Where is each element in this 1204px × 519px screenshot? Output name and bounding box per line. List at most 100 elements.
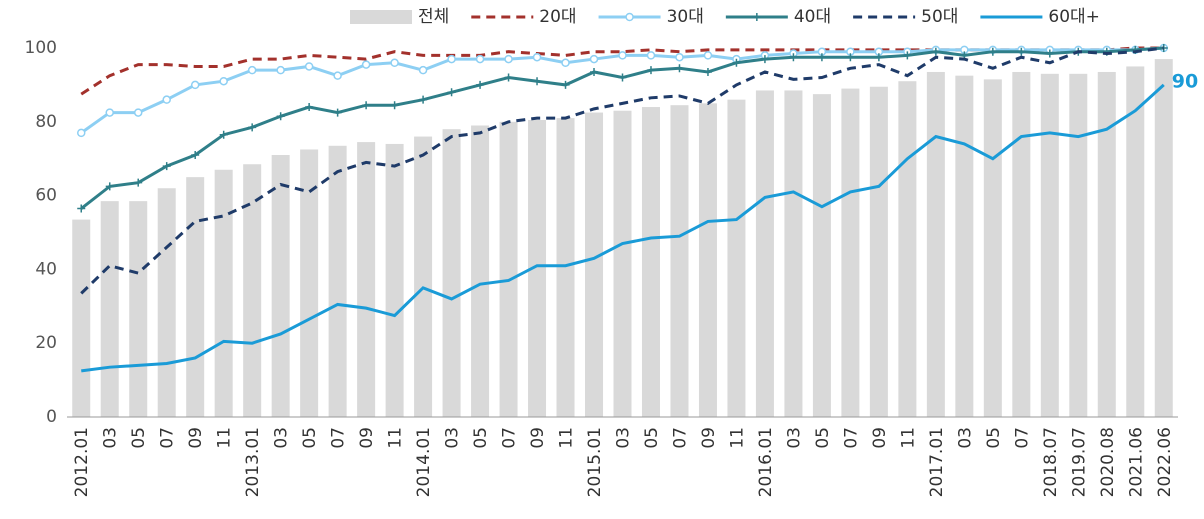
legend-label: 30대 [667,7,704,27]
marker [361,60,371,69]
marker [732,58,741,67]
bar [641,107,660,417]
bar [670,105,689,417]
marker [1017,47,1026,56]
bar [100,201,119,417]
marker [105,108,114,117]
marker [76,128,86,138]
x-tick-label: 07 [670,427,690,449]
bar [1126,66,1145,417]
marker [817,53,826,62]
x-tick-label: 07 [1012,427,1032,449]
marker [418,65,428,75]
bar [841,88,860,417]
x-tick-label: 11 [215,427,235,449]
marker [219,130,228,139]
x-tick-label: 09 [870,427,890,449]
x-tick-label: 07 [329,427,349,449]
bar [698,103,717,417]
y-tick-label: 0 [46,407,57,427]
marker [247,65,257,75]
bar [499,121,518,418]
marker [703,51,713,60]
bar [300,149,319,417]
marker [390,58,399,68]
bar [157,188,176,417]
x-tick-label: 07 [841,427,861,449]
marker [1159,44,1168,52]
bar [585,112,604,417]
marker [589,54,599,64]
x-tick-label: 03 [784,427,804,449]
marker [476,80,485,89]
x-tick-label: 03 [955,427,975,449]
marker [532,52,542,62]
bar [613,110,632,417]
marker [646,51,656,60]
x-tick-label: 05 [984,427,1004,449]
marker [304,62,314,71]
x-tick-label: 09 [528,427,548,449]
marker [931,47,940,56]
marker [219,76,228,86]
marker [276,112,285,121]
x-tick-label: 09 [699,427,719,449]
y-tick-label: 80 [35,112,57,132]
x-tick-label: 2019.07 [1069,427,1089,497]
bar [1012,71,1031,418]
x-tick-label: 03 [101,427,121,449]
bar [898,81,917,418]
marker [362,101,371,110]
y-tick-label: 60 [35,186,57,206]
marker [333,108,342,117]
marker [276,65,285,75]
legend-label: 20대 [539,7,576,27]
x-tick-label: 05 [813,427,833,449]
marker [988,47,997,56]
x-tick-label: 09 [357,427,377,449]
bar [385,143,404,417]
x-tick-label: 2021.06 [1126,427,1146,497]
bar [528,119,547,417]
marker [903,51,912,60]
y-tick-label: 40 [35,259,57,279]
marker [190,80,200,90]
legend-swatch [350,10,412,24]
marker [561,58,570,68]
marker [1045,49,1054,58]
bar [1097,71,1116,418]
marker [475,54,485,64]
marker [77,204,86,213]
marker [618,73,627,82]
marker [447,88,456,97]
x-tick-label: 03 [443,427,463,449]
marker [305,103,314,112]
x-tick-label: 11 [898,427,918,449]
bar [1154,59,1173,417]
bar [214,169,233,417]
x-tick-label: 03 [272,427,292,449]
marker [504,73,513,82]
bar [243,164,262,417]
legend-marker [752,13,761,21]
legend-label: 50대 [921,7,958,27]
x-tick-label: 05 [471,427,491,449]
x-tick-label: 2020.08 [1098,427,1118,497]
x-tick-label: 2014.01 [414,427,434,497]
x-tick-label: 2017.01 [927,427,947,497]
bar [328,145,347,417]
marker [162,162,171,171]
marker [533,77,542,86]
bar [129,201,148,417]
bar [186,177,205,417]
x-tick-label: 11 [557,427,577,449]
bar [1040,73,1059,417]
marker [561,80,570,89]
x-tick-label: 11 [727,427,747,449]
marker [133,108,143,117]
x-tick-label: 03 [614,427,634,449]
marker [333,71,342,80]
marker [675,52,684,62]
marker [618,51,627,60]
